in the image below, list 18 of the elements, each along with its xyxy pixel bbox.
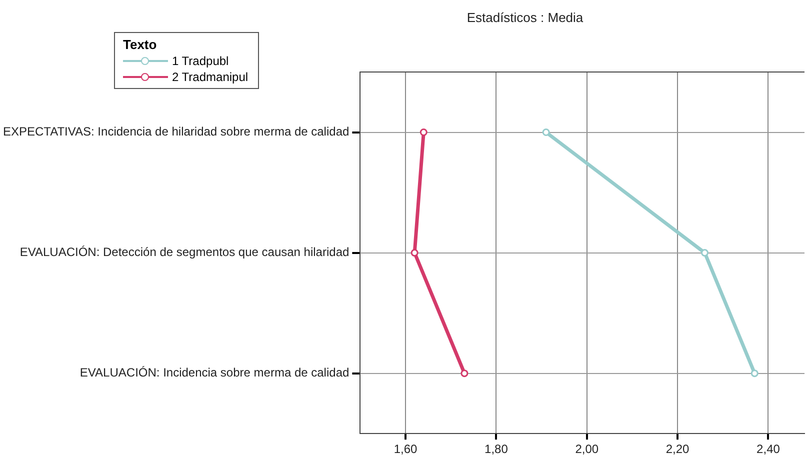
point: [750, 370, 758, 378]
y-tick-label: EVALUACIÓN: Incidencia sobre merma de calidad: [80, 366, 350, 380]
legend-title: Texto: [123, 37, 158, 52]
x-tick-label: 2,40: [756, 442, 780, 456]
chart-title: Estadísticos : Media: [466, 10, 584, 25]
point: [410, 249, 418, 257]
point: [460, 370, 468, 378]
x-tick-label: 2,20: [666, 442, 690, 456]
y-tick-label: EXPECTATIVAS: Incidencia de hilaridad sobre merma de calidad: [2, 124, 350, 139]
point: [420, 128, 428, 136]
x-tick-label: 1,60: [394, 442, 418, 456]
x-tick-label: 2,00: [575, 442, 599, 456]
legend-label: 2 Tradmanipul: [172, 70, 248, 84]
legend-label: 1 Tradpubl: [172, 54, 229, 68]
point: [701, 249, 708, 257]
point: [542, 128, 550, 136]
y-tick-label: EVALUACIÓN: Detección de segmentos que causan hilaridad: [20, 245, 350, 260]
x-tick-label: 1,80: [484, 442, 508, 456]
